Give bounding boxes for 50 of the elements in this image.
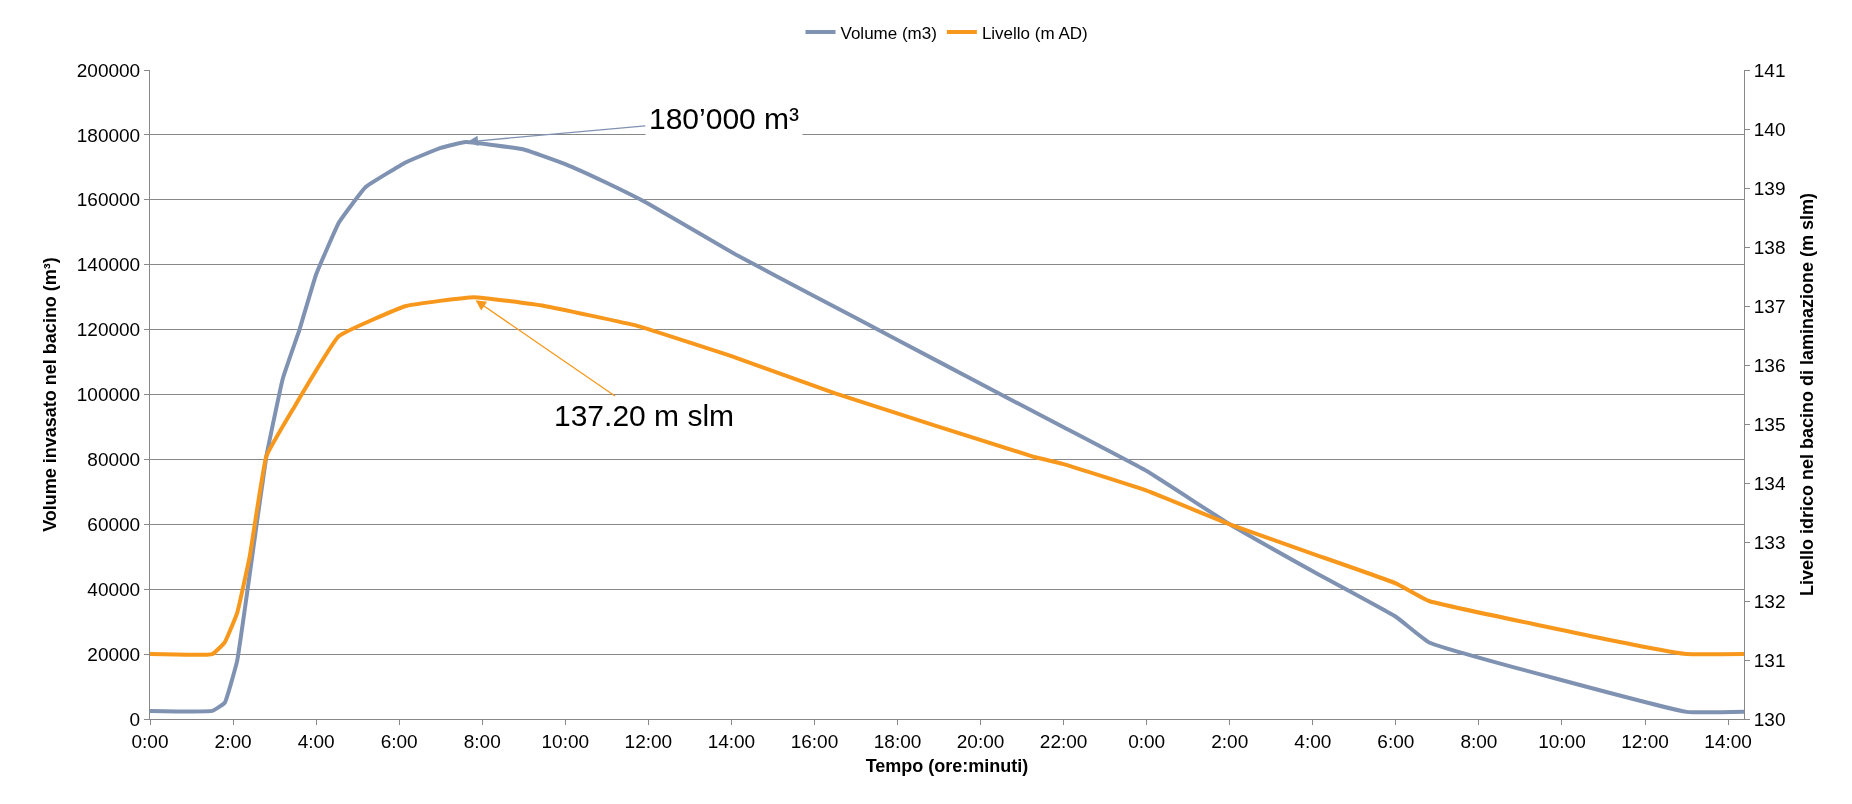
y-axis-title: Volume invasato nel bacino (m³) [39, 257, 60, 532]
annotation: 180’000 m³ [649, 102, 800, 135]
x-tick-label: 4:00 [1294, 730, 1332, 752]
x-tick-label: 22:00 [1039, 730, 1088, 752]
y2-tick-label: 140 [1753, 118, 1786, 140]
x-tick-label: 14:00 [1704, 730, 1752, 752]
y2-tick-label: 139 [1753, 177, 1786, 199]
y-tick-label: 60000 [87, 513, 141, 535]
x-tick-label: 6:00 [1377, 730, 1415, 752]
annotation: 137.20 m slm [554, 399, 735, 432]
x-tick-label: 4:00 [297, 730, 335, 752]
x-tick-label: 8:00 [463, 730, 501, 752]
x-tick-label: 0:00 [1128, 730, 1166, 752]
legend-label: Volume (m3) [840, 23, 937, 43]
x-tick-label: 14:00 [707, 730, 756, 752]
y-tick-label: 180000 [76, 124, 141, 146]
y2-tick-label: 135 [1753, 413, 1786, 435]
y2-tick-label: 133 [1753, 531, 1786, 553]
x-tick-label: 18:00 [873, 730, 922, 752]
y-tick-label: 140000 [76, 254, 141, 276]
legend-label: Livello (m AD) [981, 23, 1088, 43]
y2-tick-label: 134 [1753, 472, 1786, 494]
x-tick-label: 10:00 [1538, 730, 1586, 752]
y2-tick-label: 132 [1753, 590, 1786, 612]
x-tick-label: 10:00 [541, 730, 590, 752]
x-tick-label: 12:00 [1621, 730, 1669, 752]
y2-tick-label: 138 [1753, 236, 1786, 258]
y-tick-label: 0 [129, 708, 141, 730]
y2-tick-label: 137 [1753, 295, 1786, 317]
x-tick-label: 0:00 [131, 730, 169, 752]
y-tick-label: 100000 [76, 384, 141, 406]
y2-tick-label: 131 [1753, 649, 1786, 671]
x-tick-label: 2:00 [1211, 730, 1249, 752]
x-tick-label: 16:00 [790, 730, 839, 752]
y-tick-label: 40000 [87, 578, 141, 600]
x-tick-label: 6:00 [380, 730, 418, 752]
y-tick-label: 160000 [76, 189, 141, 211]
y-tick-label: 200000 [76, 59, 141, 81]
y2-axis-title: Livello idrico nel bacino di laminazione (m slm) [1797, 192, 1818, 597]
x-tick-label: 20:00 [956, 730, 1005, 752]
x-tick-label: 8:00 [1460, 730, 1498, 752]
x-tick-label: 2:00 [214, 730, 252, 752]
x-axis-title: Tempo (ore:minuti) [865, 755, 1029, 776]
y2-tick-label: 141 [1753, 59, 1786, 81]
y2-tick-label: 136 [1753, 354, 1786, 376]
y-tick-label: 120000 [76, 319, 141, 341]
x-tick-label: 12:00 [624, 730, 673, 752]
y2-tick-label: 130 [1753, 708, 1786, 730]
y-tick-label: 20000 [87, 643, 141, 665]
y-tick-label: 80000 [87, 449, 141, 471]
